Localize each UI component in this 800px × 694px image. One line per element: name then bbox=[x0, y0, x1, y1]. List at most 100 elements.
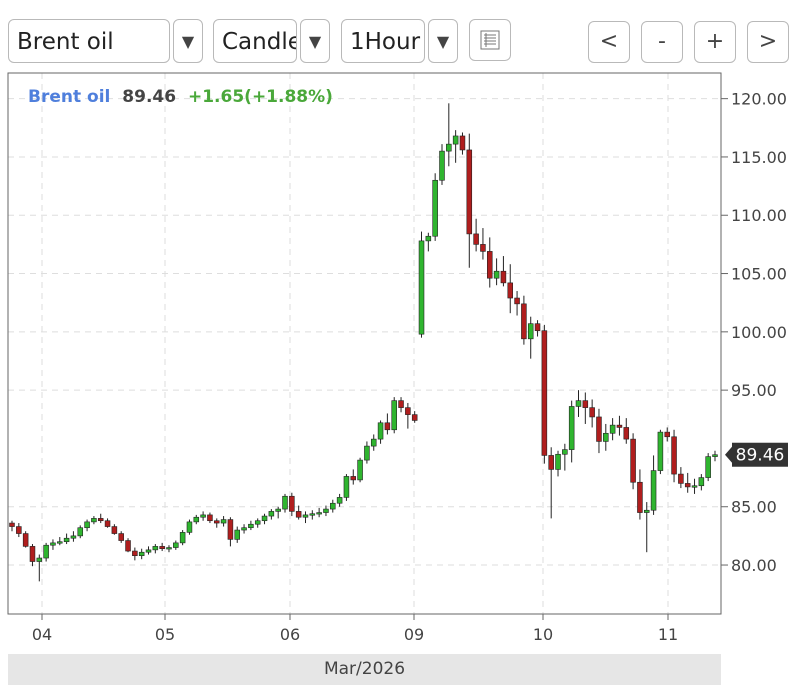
candle-body bbox=[527, 323, 534, 340]
candle-body bbox=[118, 533, 124, 541]
candle-body bbox=[630, 438, 636, 483]
candle-body bbox=[268, 511, 275, 517]
interval-select[interactable]: 1Hour bbox=[341, 19, 425, 63]
candle-body bbox=[241, 527, 247, 531]
candle-body bbox=[446, 143, 452, 152]
legend-price: 89.46 bbox=[122, 87, 176, 107]
date-bar: Mar/2026 bbox=[8, 654, 721, 685]
last-price-pointer bbox=[725, 446, 732, 463]
x-axis-label: Mar/2026 bbox=[323, 659, 406, 679]
candle-body bbox=[138, 551, 145, 557]
y-tick-label: 115.00 bbox=[731, 148, 787, 167]
candle-body bbox=[609, 424, 616, 434]
candle-body bbox=[220, 519, 227, 524]
candle-body bbox=[200, 514, 206, 518]
candle-body bbox=[193, 516, 200, 523]
candle-body bbox=[487, 251, 493, 279]
candle-body bbox=[377, 422, 384, 440]
candle-body bbox=[234, 529, 240, 540]
candle-body bbox=[623, 427, 630, 440]
candle-body bbox=[691, 485, 698, 488]
candle-body bbox=[43, 544, 49, 559]
x-tick-label: 10 bbox=[533, 625, 553, 644]
candle-body bbox=[411, 414, 418, 421]
candle-body bbox=[671, 436, 677, 475]
candle-body bbox=[336, 497, 343, 504]
candle-body bbox=[36, 557, 43, 562]
candle-body bbox=[111, 526, 118, 534]
candle-body bbox=[173, 542, 179, 548]
candle-body bbox=[84, 521, 90, 529]
candle-body bbox=[555, 453, 561, 470]
last-price-label: 89.46 bbox=[736, 446, 785, 466]
zoom-in-button[interactable]: + bbox=[694, 21, 736, 63]
legend-name: Brent oil bbox=[28, 87, 110, 107]
candle-body bbox=[432, 179, 438, 237]
candle-body bbox=[70, 535, 77, 539]
candle-body bbox=[132, 550, 138, 557]
candle-body bbox=[275, 508, 281, 512]
y-tick-label: 105.00 bbox=[731, 265, 787, 284]
candle-body bbox=[63, 537, 70, 543]
candle-body bbox=[227, 519, 234, 540]
candle-body bbox=[357, 459, 363, 481]
candle-body bbox=[521, 303, 527, 340]
candle-body bbox=[459, 135, 466, 151]
x-tick-label: 04 bbox=[32, 625, 52, 644]
candle-body bbox=[575, 400, 582, 407]
candle-body bbox=[664, 431, 670, 438]
candle-body bbox=[104, 520, 111, 527]
symbol-dropdown-arrow-icon[interactable]: ▼ bbox=[173, 19, 203, 63]
candles bbox=[9, 103, 718, 582]
prev-button[interactable]: < bbox=[588, 21, 630, 63]
list-icon[interactable] bbox=[469, 19, 511, 61]
candle-body bbox=[186, 521, 193, 533]
last-price-marker: 89.46 bbox=[725, 442, 788, 467]
candle-body bbox=[616, 424, 623, 428]
y-tick-label: 100.00 bbox=[731, 323, 787, 342]
x-tick-label: 09 bbox=[404, 625, 424, 644]
candle-body bbox=[22, 533, 29, 547]
candle-body bbox=[289, 495, 295, 512]
candle-body bbox=[50, 542, 56, 546]
y-tick-label: 80.00 bbox=[731, 556, 777, 575]
candle-body bbox=[398, 400, 404, 408]
next-button[interactable]: > bbox=[747, 21, 789, 63]
chart-type-dropdown-arrow-icon[interactable]: ▼ bbox=[300, 19, 330, 63]
candle-body bbox=[534, 323, 541, 331]
candle-body bbox=[493, 270, 500, 279]
candle-body bbox=[295, 511, 302, 518]
candle-body bbox=[29, 546, 36, 562]
candle-body bbox=[57, 541, 63, 544]
candle-body bbox=[302, 514, 309, 518]
candle-body bbox=[384, 422, 391, 431]
candlestick-chart[interactable]: 120.00 115.00 110.00 105.00 100.00 95.00 85.00… bbox=[0, 68, 800, 652]
candle-body bbox=[391, 400, 397, 431]
candle-body bbox=[145, 549, 152, 553]
candle-body bbox=[370, 438, 377, 447]
toolbar: Brent oil ▼ Candle ▼ 1Hour ▼ < - + > bbox=[0, 0, 800, 68]
candle-body bbox=[596, 416, 602, 442]
candle-body bbox=[179, 532, 186, 544]
y-axis: 120.00 115.00 110.00 105.00 100.00 95.00 85.00… bbox=[721, 90, 787, 575]
candle-body bbox=[330, 502, 336, 510]
x-tick-label: 11 bbox=[658, 625, 678, 644]
chart-type-select[interactable]: Candle bbox=[213, 19, 297, 63]
candle-body bbox=[589, 407, 595, 418]
x-axis: 04 05 06 09 10 11 bbox=[32, 614, 678, 644]
candle-body bbox=[541, 330, 548, 456]
symbol-select[interactable]: Brent oil bbox=[8, 19, 170, 63]
candle-body bbox=[480, 244, 486, 252]
chart-type-select-value: Candle bbox=[222, 29, 296, 55]
candle-body bbox=[425, 235, 432, 242]
candle-body bbox=[343, 476, 350, 498]
interval-dropdown-arrow-icon[interactable]: ▼ bbox=[428, 19, 458, 63]
candle-body bbox=[214, 520, 220, 524]
zoom-out-button[interactable]: - bbox=[641, 21, 683, 63]
candle-body bbox=[248, 523, 254, 529]
candle-body bbox=[500, 270, 507, 284]
candle-body bbox=[159, 546, 165, 550]
candle-body bbox=[712, 454, 718, 457]
y-tick-label: 95.00 bbox=[731, 381, 777, 400]
legend: Brent oil 89.46 +1.65(+1.88%) bbox=[28, 87, 333, 107]
